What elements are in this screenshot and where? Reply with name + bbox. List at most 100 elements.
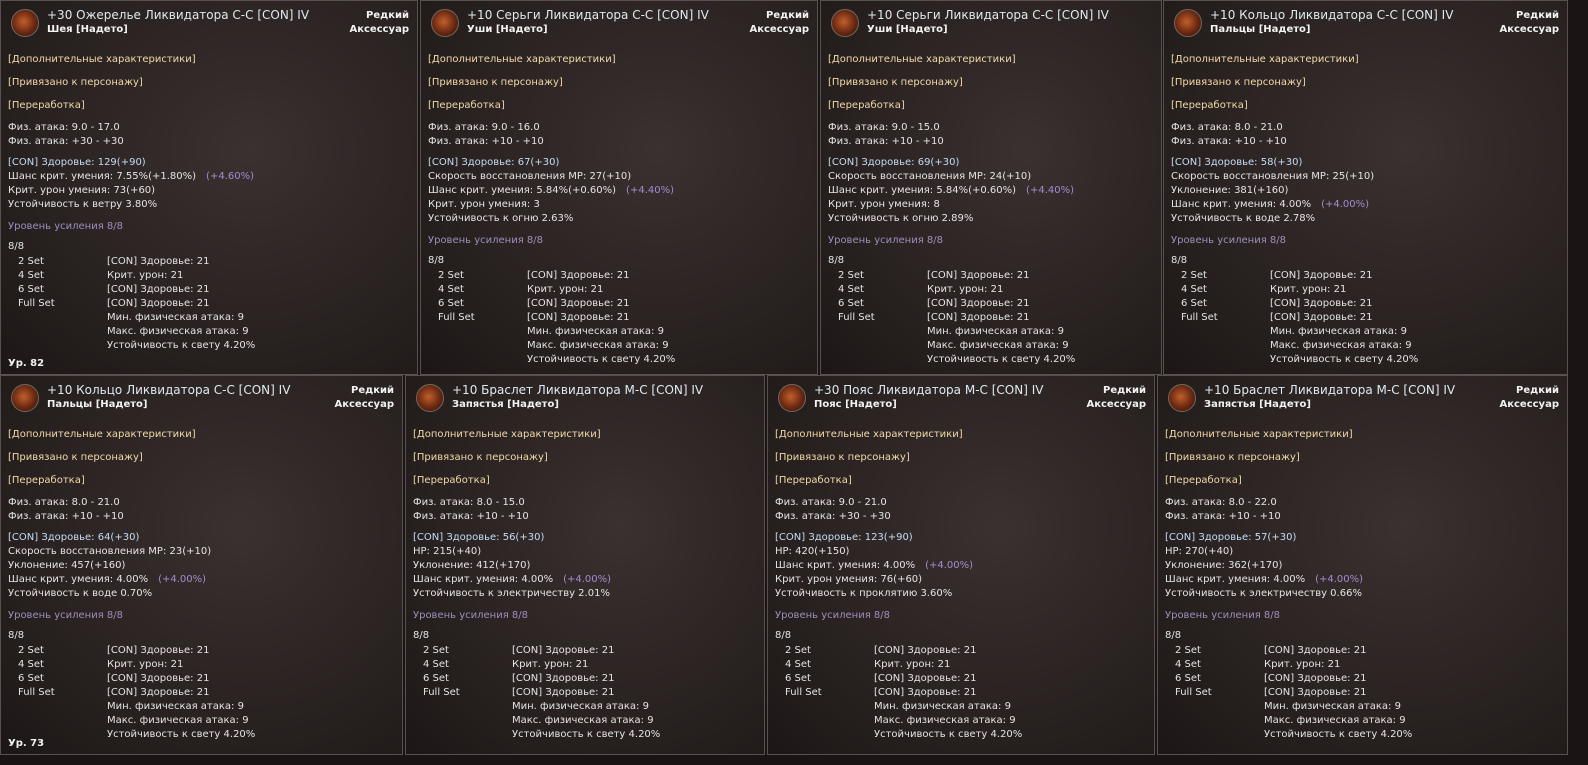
- set-count: 8/8: [8, 630, 25, 641]
- set-tier: 4 Set: [785, 659, 811, 670]
- item-tooltip: +10 Браслет Ликвидатора М-С [CON] IV Запя…: [1157, 375, 1568, 755]
- set-count: 8/8: [8, 241, 25, 252]
- item-title: +10 Серьги Ликвидатора С-С [CON] IV: [867, 8, 1109, 22]
- bonus-stat: (+4.00%): [925, 560, 974, 571]
- set-bonus: Устойчивость к свету 4.20%: [527, 354, 676, 365]
- item-title: +10 Серьги Ликвидатора С-С [CON] IV: [467, 8, 709, 22]
- bonus-stat: (+4.60%): [206, 171, 254, 182]
- extra-stat: Шанс крит. умения: 4.00% (+4.00%): [1165, 574, 1364, 585]
- item-slot: Запястья [Надето]: [1204, 399, 1311, 410]
- item-tag: [Переработка]: [8, 475, 85, 486]
- item-tag: [Привязано к персонажу]: [8, 452, 143, 463]
- item-title: +10 Браслет Ликвидатора М-С [CON] IV: [452, 383, 704, 397]
- set-bonus: Крит. урон: 21: [107, 270, 184, 281]
- extra-stat: Шанс крит. умения: 5.84%(+0.60%) (+4.40%): [428, 185, 674, 196]
- item-kind: Аксессуар: [1086, 399, 1146, 410]
- enhance-level: Уровень усиления 8/8: [8, 221, 123, 232]
- item-title: +10 Кольцо Ликвидатора С-С [CON] IV: [1210, 8, 1454, 22]
- base-stat: Физ. атака: 8.0 - 15.0: [413, 497, 525, 508]
- item-tag: [Переработка]: [8, 100, 85, 111]
- set-tier: 2 Set: [1175, 645, 1201, 656]
- base-stat: Физ. атака: 9.0 - 15.0: [828, 122, 940, 133]
- set-tier: 4 Set: [18, 659, 44, 670]
- set-tier: 2 Set: [1181, 270, 1207, 281]
- item-slot: Пальцы [Надето]: [47, 399, 148, 410]
- enhance-level: Уровень усиления 8/8: [413, 610, 528, 621]
- extra-stat: Шанс крит. умения: 4.00% (+4.00%): [775, 560, 974, 571]
- item-tag: [Дополнительные характеристики]: [1165, 429, 1353, 440]
- set-bonus: [CON] Здоровье: 21: [512, 687, 615, 698]
- enhance-level: Уровень усиления 8/8: [1165, 610, 1280, 621]
- item-title: +30 Ожерелье Ликвидатора С-С [CON] IV: [47, 8, 310, 22]
- base-stat: Физ. атака: +30 - +30: [775, 511, 891, 522]
- item-tag: [Дополнительные характеристики]: [8, 54, 196, 65]
- enhance-level: Уровень усиления 8/8: [775, 610, 890, 621]
- set-tier: 6 Set: [18, 284, 44, 295]
- extra-stat: Шанс крит. умения: 7.55%(+1.80%) (+4.60%): [8, 171, 254, 182]
- item-title: +30 Пояс Ликвидатора М-С [CON] IV: [814, 383, 1044, 397]
- item-icon: [1168, 384, 1196, 412]
- item-tag: [Переработка]: [1165, 475, 1242, 486]
- item-tooltip: +10 Серьги Ликвидатора С-С [CON] IV Уши […: [420, 0, 818, 375]
- extra-stat: [CON] Здоровье: 64(+30): [8, 532, 140, 543]
- set-tier: Full Set: [1175, 687, 1212, 698]
- set-tier: 6 Set: [1181, 298, 1207, 309]
- set-bonus: Макс. физическая атака: 9: [1264, 715, 1406, 726]
- extra-stat: Скорость восстановления MP: 24(+10): [828, 171, 1032, 182]
- set-bonus: [CON] Здоровье: 21: [1264, 687, 1367, 698]
- extra-stat: Скорость восстановления MP: 25(+10): [1171, 171, 1375, 182]
- set-bonus: [CON] Здоровье: 21: [107, 687, 210, 698]
- set-bonus: [CON] Здоровье: 21: [527, 312, 630, 323]
- char-level: Ур. 73: [8, 738, 45, 749]
- item-tooltip: +10 Браслет Ликвидатора М-С [CON] IV Запя…: [405, 375, 765, 755]
- base-stat: Физ. атака: 8.0 - 21.0: [1171, 122, 1283, 133]
- item-tag: [Привязано к персонажу]: [428, 77, 563, 88]
- item-tag: [Дополнительные характеристики]: [1171, 54, 1359, 65]
- extra-stat: Уклонение: 362(+170): [1165, 560, 1283, 571]
- extra-stat: Уклонение: 457(+160): [8, 560, 126, 571]
- item-kind: Аксессуар: [749, 24, 809, 35]
- item-tooltip: +30 Пояс Ликвидатора М-С [CON] IV Пояс [Н…: [767, 375, 1155, 755]
- set-bonus: [CON] Здоровье: 21: [527, 270, 630, 281]
- extra-stat: Устойчивость к ветру 3.80%: [8, 199, 158, 210]
- set-bonus: Крит. урон: 21: [927, 284, 1004, 295]
- extra-stat: Устойчивость к электричеству 0.66%: [1165, 588, 1362, 599]
- set-tier: 2 Set: [438, 270, 464, 281]
- bonus-stat: (+4.40%): [1026, 185, 1074, 196]
- base-stat: Физ. атака: +10 - +10: [413, 511, 529, 522]
- item-icon: [11, 9, 39, 37]
- item-title: +10 Кольцо Ликвидатора С-С [CON] IV: [47, 383, 291, 397]
- set-bonus: Мин. физическая атака: 9: [874, 701, 1011, 712]
- set-bonus: Макс. физическая атака: 9: [927, 340, 1069, 351]
- set-bonus: Макс. физическая атака: 9: [512, 715, 654, 726]
- extra-stat: [CON] Здоровье: 56(+30): [413, 532, 545, 543]
- item-grade: Редкий: [1516, 10, 1559, 21]
- set-bonus: Мин. физическая атака: 9: [1270, 326, 1407, 337]
- base-stat: Физ. атака: 9.0 - 16.0: [428, 122, 540, 133]
- set-bonus: [CON] Здоровье: 21: [512, 673, 615, 684]
- set-tier: 6 Set: [838, 298, 864, 309]
- item-tooltip: +10 Кольцо Ликвидатора С-С [CON] IV Пальц…: [1163, 0, 1568, 375]
- base-stat: Физ. атака: +10 - +10: [428, 136, 544, 147]
- item-tag: [Переработка]: [413, 475, 490, 486]
- item-title: +10 Браслет Ликвидатора М-С [CON] IV: [1204, 383, 1456, 397]
- item-grade: Редкий: [351, 385, 394, 396]
- bonus-stat: (+4.00%): [563, 574, 612, 585]
- set-bonus: [CON] Здоровье: 21: [927, 312, 1030, 323]
- item-tag: [Привязано к персонажу]: [1171, 77, 1306, 88]
- extra-stat: [CON] Здоровье: 69(+30): [828, 157, 960, 168]
- set-tier: Full Set: [838, 312, 875, 323]
- item-tooltip: +10 Серьги Ликвидатора С-С [CON] IV Уши […: [820, 0, 1162, 375]
- set-tier: 2 Set: [18, 256, 44, 267]
- item-tag: [Привязано к персонажу]: [775, 452, 910, 463]
- set-bonus: Крит. урон: 21: [874, 659, 951, 670]
- item-tag: [Переработка]: [828, 100, 905, 111]
- item-slot: Шея [Надето]: [47, 24, 128, 35]
- extra-stat: Скорость восстановления MP: 27(+10): [428, 171, 632, 182]
- set-bonus: Макс. физическая атака: 9: [1270, 340, 1412, 351]
- set-tier: 4 Set: [18, 270, 44, 281]
- set-tier: 2 Set: [18, 645, 44, 656]
- set-bonus: Мин. физическая атака: 9: [527, 326, 664, 337]
- set-tier: 6 Set: [785, 673, 811, 684]
- bonus-stat: (+4.00%): [158, 574, 207, 585]
